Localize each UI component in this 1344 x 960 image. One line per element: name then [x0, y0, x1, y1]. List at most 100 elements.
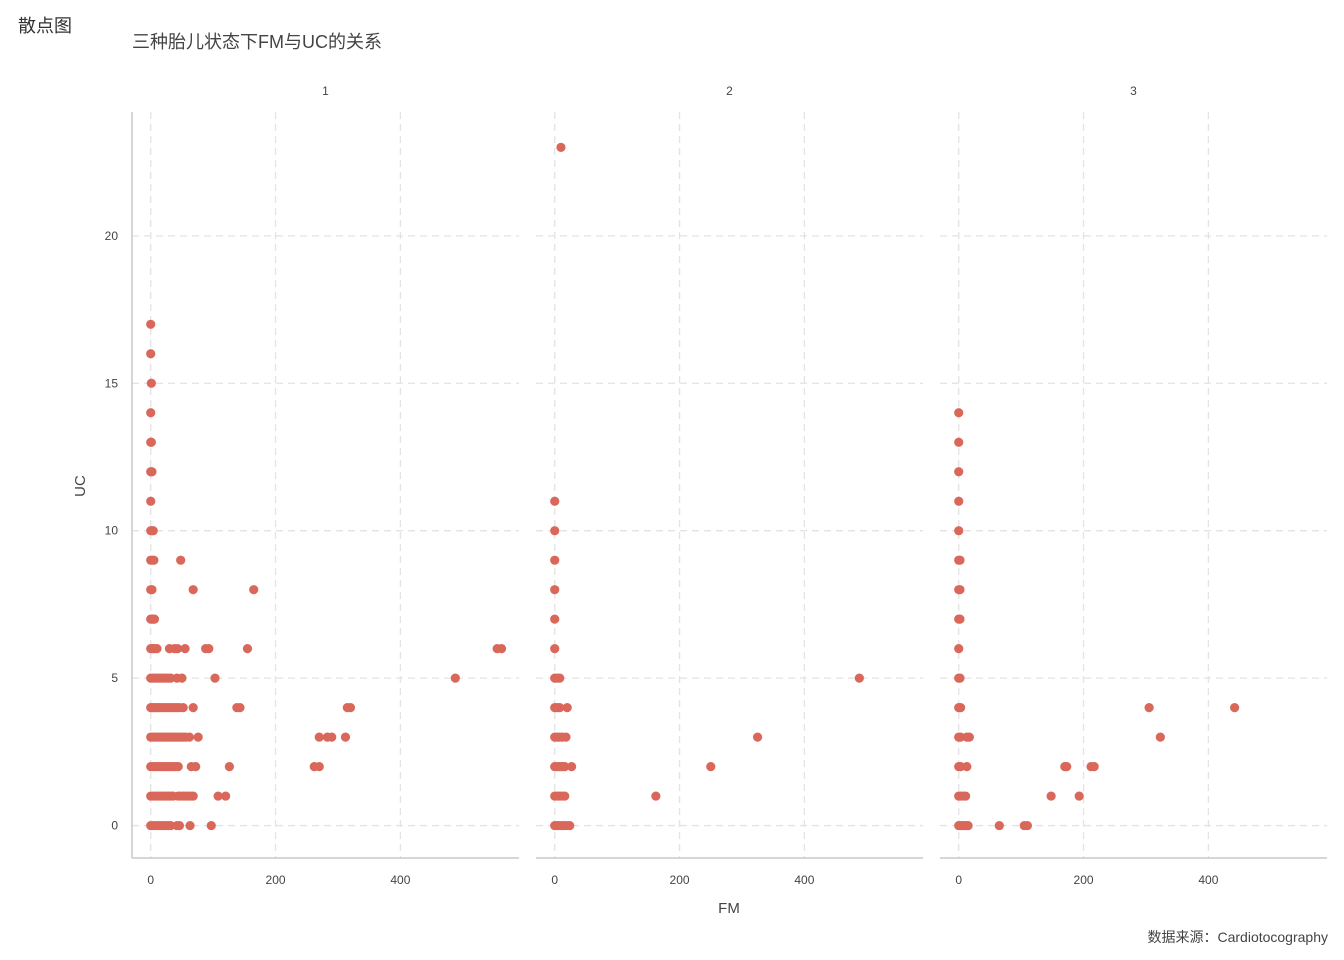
y-tick-label: 10: [105, 524, 119, 538]
data-point: [560, 761, 570, 772]
y-axis-title: UC: [72, 475, 89, 497]
data-point: [146, 496, 156, 506]
data-point: [178, 703, 188, 713]
data-point: [955, 555, 965, 565]
data-point: [450, 673, 460, 683]
data-point: [1046, 791, 1056, 801]
data-point: [1062, 761, 1072, 772]
data-point: [955, 585, 965, 595]
data-point: [955, 614, 965, 624]
data-point: [560, 791, 570, 801]
data-point: [314, 732, 324, 742]
data-point: [204, 644, 214, 654]
data-point: [148, 526, 158, 536]
data-point: [188, 703, 198, 713]
facet-strip-label: 3: [1130, 84, 1137, 98]
data-point: [147, 585, 157, 595]
data-point: [565, 820, 575, 831]
data-point: [1074, 791, 1084, 801]
data-point: [550, 496, 560, 506]
data-point: [174, 820, 185, 831]
data-point: [1089, 761, 1099, 772]
data-point: [221, 791, 231, 801]
data-point: [550, 585, 560, 595]
data-point: [177, 673, 187, 683]
page-label: 散点图: [18, 16, 72, 36]
data-point: [954, 437, 964, 447]
data-point: [188, 585, 198, 595]
data-point: [172, 644, 183, 654]
data-point: [1022, 820, 1032, 831]
data-point: [210, 673, 220, 683]
data-point: [173, 761, 183, 772]
data-point: [555, 703, 565, 713]
data-point: [555, 673, 565, 683]
data-point: [149, 555, 159, 565]
data-point: [955, 703, 966, 713]
data-point: [550, 555, 560, 565]
data-point: [213, 791, 223, 801]
x-tick-label: 0: [147, 873, 154, 887]
data-point: [562, 703, 572, 713]
x-tick-label: 0: [551, 873, 558, 887]
data-point: [496, 644, 507, 654]
data-point: [340, 732, 351, 742]
x-tick-label: 400: [390, 873, 410, 887]
x-tick-label: 200: [670, 873, 690, 887]
data-point: [566, 761, 577, 772]
data-point: [146, 319, 156, 329]
y-tick-label: 5: [111, 671, 118, 685]
data-point: [550, 614, 560, 624]
facet-strip-label: 1: [322, 84, 329, 98]
data-source-caption: 数据来源：Cardiotocography: [1147, 929, 1328, 945]
x-tick-label: 400: [1198, 873, 1218, 887]
data-point: [193, 732, 203, 742]
data-point: [550, 644, 560, 654]
data-point: [345, 703, 356, 713]
data-point: [1230, 703, 1240, 713]
y-tick-label: 0: [111, 819, 118, 833]
data-point: [960, 791, 971, 801]
data-point: [1144, 703, 1154, 713]
data-point: [954, 467, 964, 477]
x-axis-title: FM: [718, 900, 740, 917]
data-point: [651, 791, 661, 801]
data-point: [854, 673, 864, 683]
data-point: [249, 585, 259, 595]
data-point: [327, 732, 337, 742]
data-point: [954, 644, 964, 654]
data-point: [954, 408, 964, 418]
y-tick-label: 15: [105, 376, 119, 390]
data-point: [752, 732, 763, 742]
data-point: [962, 761, 972, 772]
data-point: [314, 761, 324, 772]
data-point: [191, 761, 201, 772]
chart-title: 三种胎儿状态下FM与UC的关系: [132, 32, 382, 52]
data-point: [146, 378, 156, 388]
data-point: [1155, 732, 1165, 742]
data-point: [146, 437, 156, 447]
data-point: [185, 820, 195, 831]
y-tick-label: 20: [105, 229, 119, 243]
data-point: [954, 526, 964, 536]
data-point: [706, 761, 716, 772]
data-point: [550, 526, 560, 536]
data-point: [224, 761, 234, 772]
data-point: [176, 555, 186, 565]
x-tick-label: 200: [266, 873, 286, 887]
x-tick-label: 200: [1074, 873, 1094, 887]
data-point: [561, 732, 571, 742]
data-point: [146, 349, 156, 359]
data-point: [235, 703, 245, 713]
data-point: [955, 673, 965, 683]
data-point: [147, 467, 157, 477]
x-tick-label: 400: [794, 873, 814, 887]
data-point: [184, 732, 195, 742]
data-point: [180, 644, 190, 654]
facet-strip-label: 2: [726, 84, 733, 98]
data-point: [963, 820, 973, 831]
data-point: [188, 791, 198, 801]
data-point: [206, 820, 216, 831]
data-point: [242, 644, 253, 654]
